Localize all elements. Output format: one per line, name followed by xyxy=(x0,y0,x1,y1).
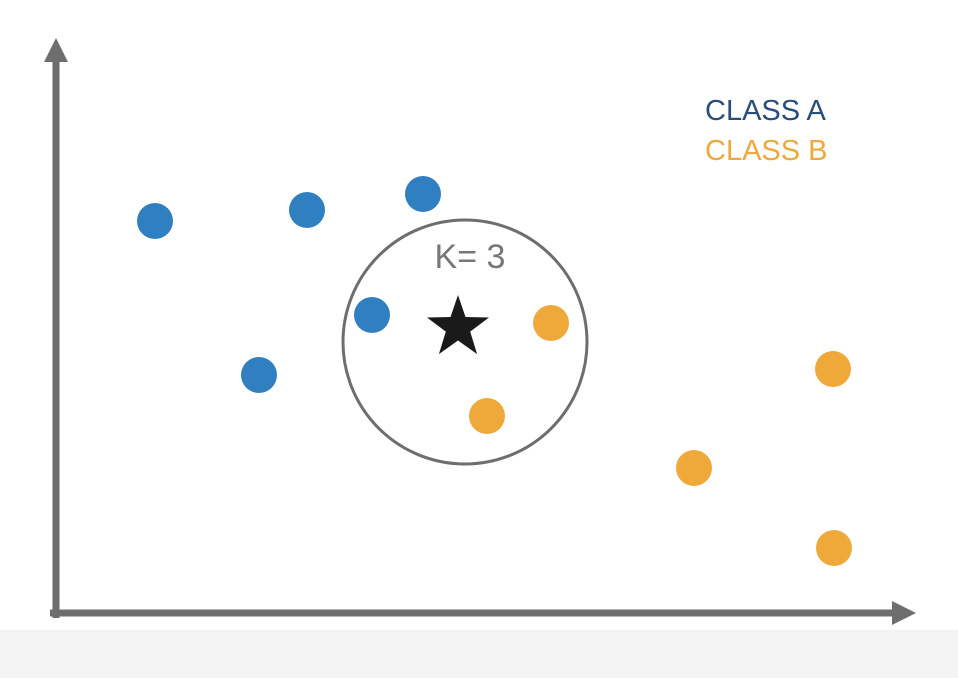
class-a-point xyxy=(241,357,277,393)
axes xyxy=(44,38,916,625)
class-b-point xyxy=(676,450,712,486)
class-b-point xyxy=(533,305,569,341)
x-axis-arrow-icon xyxy=(892,601,916,625)
class-b-points xyxy=(469,305,852,566)
class-a-point xyxy=(405,176,441,212)
class-b-point xyxy=(469,398,505,434)
class-a-points xyxy=(137,176,441,393)
bottom-band xyxy=(0,630,958,678)
y-axis-arrow-icon xyxy=(44,38,68,62)
class-a-point xyxy=(289,192,325,228)
legend-class-b: CLASS B xyxy=(705,135,828,167)
k-neighborhood-circle xyxy=(341,218,589,466)
star-icon xyxy=(427,295,489,355)
k-label: K= 3 xyxy=(435,238,506,276)
class-a-point xyxy=(137,203,173,239)
legend-class-a: CLASS A xyxy=(705,95,827,127)
class-b-point xyxy=(815,351,851,387)
legend: CLASS A CLASS B xyxy=(705,95,828,167)
class-b-point xyxy=(816,530,852,566)
class-a-point xyxy=(354,297,390,333)
